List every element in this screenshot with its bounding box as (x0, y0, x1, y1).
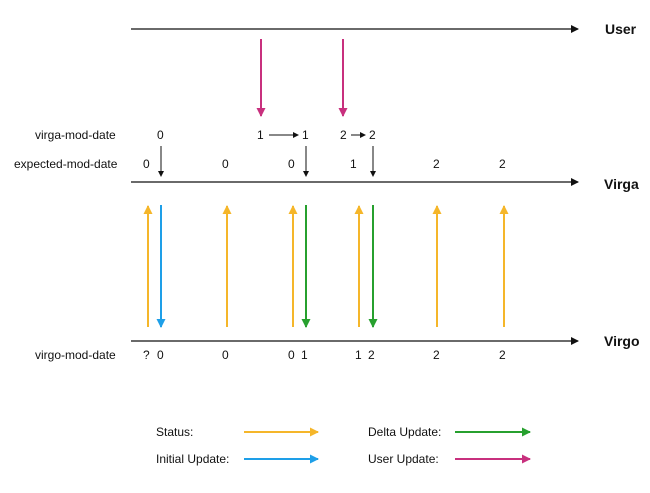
expected-mod-date-label: expected-mod-date (14, 157, 118, 171)
virgo-mod-date-value: 2 (433, 348, 440, 362)
user-timeline-label: User (605, 21, 637, 37)
virgo-mod-date-value: 1 (355, 348, 362, 362)
virgo-mod-date-value: 1 (301, 348, 308, 362)
virgo-timeline-label: Virgo (604, 333, 640, 349)
expected-mod-date-value: 0 (143, 157, 150, 171)
virga-mod-date-value: 1 (302, 128, 309, 142)
virgo-mod-date-label: virgo-mod-date (35, 348, 116, 362)
expected-mod-date-value: 1 (350, 157, 357, 171)
virgo-mod-date-value: ? (143, 348, 150, 362)
virga-mod-date-value: 1 (257, 128, 264, 142)
virga-mod-date-value: 0 (157, 128, 164, 142)
expected-mod-date-value: 2 (433, 157, 440, 171)
expected-mod-date-value: 0 (222, 157, 229, 171)
legend-delta-update-label: Delta Update: (368, 425, 441, 439)
virga-mod-date-value: 2 (340, 128, 347, 142)
expected-mod-date-value: 0 (288, 157, 295, 171)
legend: Status: Delta Update: Initial Update: Us… (156, 425, 531, 466)
legend-status-label: Status: (156, 425, 193, 439)
virgo-mod-date-value: 0 (157, 348, 164, 362)
legend-initial-update-label: Initial Update: (156, 452, 229, 466)
virgo-mod-date-value: 0 (222, 348, 229, 362)
virgo-mod-date-value: 2 (368, 348, 375, 362)
virgo-mod-date-value: 2 (499, 348, 506, 362)
virga-mod-date-value: 2 (369, 128, 376, 142)
virgo-mod-date-value: 0 (288, 348, 295, 362)
virga-timeline-label: Virga (604, 176, 639, 192)
virga-mod-date-label: virga-mod-date (35, 128, 116, 142)
expected-mod-date-value: 2 (499, 157, 506, 171)
legend-user-update-label: User Update: (368, 452, 439, 466)
